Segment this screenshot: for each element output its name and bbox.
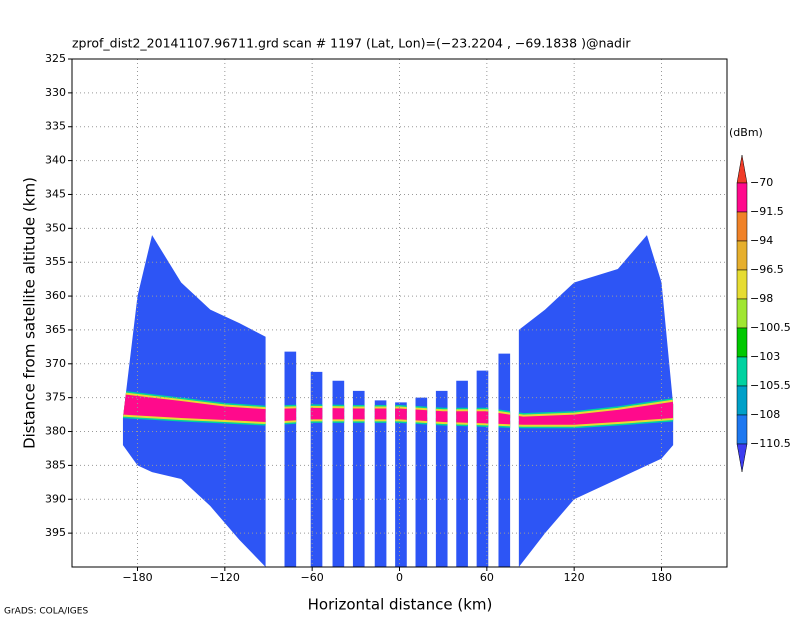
- x-tick-label: 60: [480, 571, 494, 584]
- swath: [476, 370, 489, 567]
- colorbar-label: −94: [750, 234, 773, 247]
- y-tick-label: 360: [45, 289, 66, 302]
- y-tick-label: 350: [45, 221, 66, 234]
- colorbar-label: −105.5: [750, 379, 791, 392]
- chart-title: zprof_dist2_20141107.96711.grd scan # 11…: [72, 36, 631, 51]
- swath: [518, 235, 674, 567]
- colorbar-label: −98: [750, 292, 773, 305]
- y-tick-label: 380: [45, 425, 66, 438]
- x-tick-label: 180: [651, 571, 672, 584]
- swath: [435, 390, 448, 567]
- y-tick-label: 375: [45, 391, 66, 404]
- swath: [415, 397, 428, 567]
- swath: [352, 390, 365, 567]
- colorbar-swatch: [736, 414, 748, 445]
- colorbar-label: −96.5: [750, 263, 784, 276]
- y-tick-label: 395: [45, 526, 66, 539]
- x-tick-label: 0: [396, 571, 403, 584]
- colorbar-swatch: [736, 298, 748, 329]
- swath: [374, 400, 387, 567]
- y-tick-label: 335: [45, 120, 66, 133]
- swath: [456, 380, 468, 567]
- y-tick-label: 330: [45, 86, 66, 99]
- y-tick-label: 340: [45, 154, 66, 167]
- colorbar-swatch: [736, 327, 748, 358]
- colorbar-cap: [736, 154, 748, 184]
- colorbar-label: −70: [750, 176, 773, 189]
- credit: GrADS: COLA/IGES: [4, 607, 88, 617]
- y-tick-label: 325: [45, 52, 66, 65]
- colorbar-swatch: [736, 269, 748, 300]
- y-tick-label: 345: [45, 187, 66, 200]
- colorbar-swatch: [736, 385, 748, 416]
- y-tick-label: 370: [45, 357, 66, 370]
- swath: [332, 380, 345, 567]
- x-tick-label: −120: [210, 571, 240, 584]
- x-tick-label: 120: [564, 571, 585, 584]
- colorbar-label: −110.5: [750, 437, 791, 450]
- y-tick-label: 390: [45, 492, 66, 505]
- colorbar-label: −100.5: [750, 321, 791, 334]
- colorbar-swatch: [736, 356, 748, 387]
- x-axis-label: Horizontal distance (km): [308, 596, 493, 614]
- x-tick-label: −60: [301, 571, 324, 584]
- y-axis-label: Distance from satellite altitude (km): [21, 177, 39, 449]
- swath: [310, 371, 323, 567]
- y-tick-label: 365: [45, 323, 66, 336]
- swath: [395, 402, 407, 567]
- colorbar-cap: [736, 443, 748, 473]
- plot-frame: [71, 58, 728, 568]
- x-tick-label: −180: [122, 571, 152, 584]
- colorbar-swatch: [736, 240, 748, 271]
- colorbar-swatch: [736, 182, 748, 213]
- colorbar-label: −103: [750, 350, 780, 363]
- swath: [284, 351, 297, 567]
- colorbar-swatch: [736, 211, 748, 242]
- y-tick-label: 385: [45, 458, 66, 471]
- swath: [498, 353, 511, 567]
- colorbar-label: −91.5: [750, 205, 784, 218]
- colorbar-label: −108: [750, 408, 780, 421]
- colorbar-unit: (dBm): [729, 126, 763, 139]
- reflective-layer: [122, 394, 674, 425]
- y-tick-label: 355: [45, 255, 66, 268]
